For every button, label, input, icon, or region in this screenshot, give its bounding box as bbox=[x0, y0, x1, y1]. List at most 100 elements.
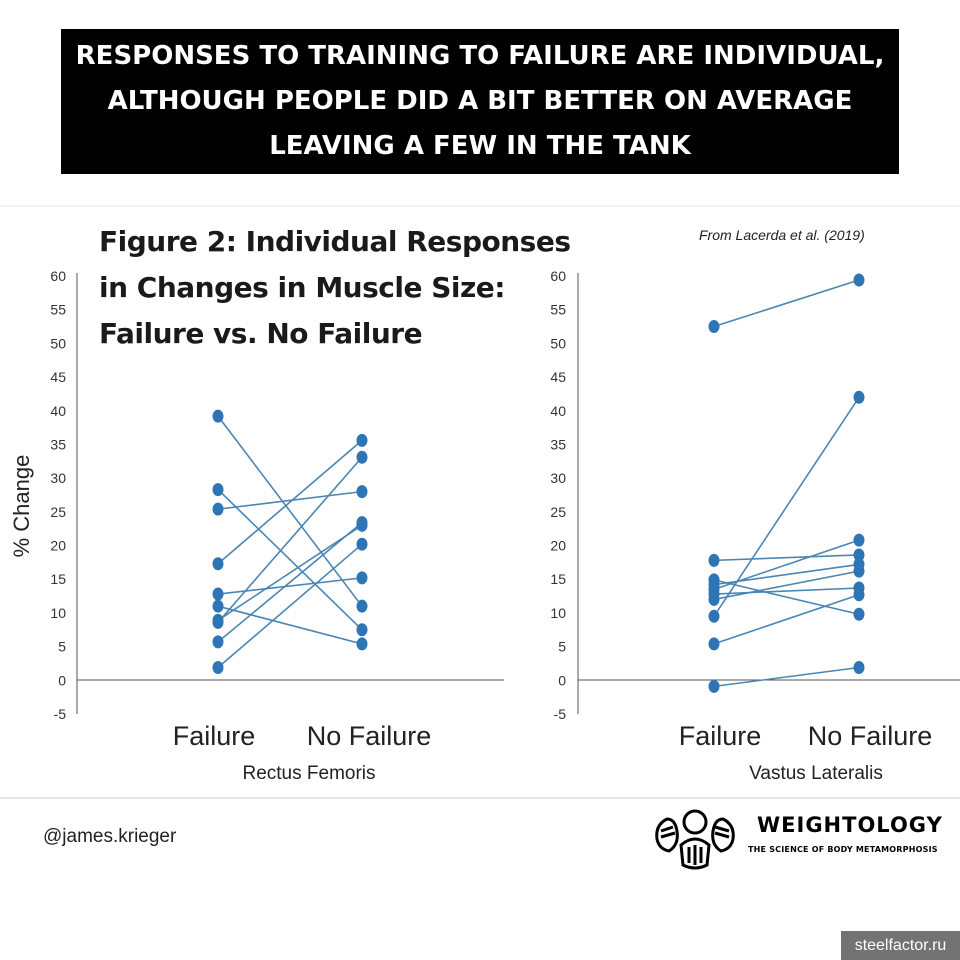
data-point bbox=[356, 518, 368, 532]
watermark: steelfactor.ru bbox=[841, 931, 960, 960]
y-tick-label: 50 bbox=[550, 335, 566, 351]
series-line bbox=[713, 579, 860, 616]
y-tick-label: 20 bbox=[550, 538, 566, 554]
series-points bbox=[212, 409, 368, 675]
series-line bbox=[217, 489, 363, 631]
vastus-lateralis-chart: -5 0 5 10 15 20 25 30 35 40 45 50 55 60 Failure No Fa… bbox=[550, 268, 960, 784]
data-point bbox=[212, 587, 224, 601]
series-lines bbox=[713, 279, 860, 688]
y-tick-label: 50 bbox=[50, 335, 66, 351]
y-tick-label: 30 bbox=[50, 470, 66, 486]
y-tick-label: 5 bbox=[558, 639, 566, 655]
y-tick-label: 15 bbox=[550, 571, 566, 587]
y-tick-label: 30 bbox=[550, 470, 566, 486]
series-line bbox=[713, 279, 860, 328]
logo-tagline: THE SCIENCE OF BODY METAMORPHOSIS bbox=[748, 845, 938, 854]
series-line bbox=[713, 593, 860, 645]
series-line bbox=[217, 605, 363, 645]
y-tick-label: 55 bbox=[550, 302, 566, 318]
y-tick-label: 60 bbox=[50, 268, 66, 284]
data-point bbox=[853, 273, 865, 287]
series-line bbox=[713, 666, 860, 688]
y-tick-label: 0 bbox=[58, 672, 66, 688]
data-point bbox=[853, 564, 865, 578]
data-point bbox=[708, 679, 720, 693]
y-axis-title: % Change bbox=[9, 455, 34, 558]
y-tick-label: -5 bbox=[554, 706, 567, 722]
x-tick-label-failure: Failure bbox=[173, 721, 256, 751]
source-citation: From Lacerda et al. (2019) bbox=[699, 227, 865, 243]
y-tick-label: 40 bbox=[50, 403, 66, 419]
series-points bbox=[708, 273, 865, 693]
x-axis-title: Rectus Femoris bbox=[242, 763, 375, 784]
data-point bbox=[212, 557, 224, 571]
x-tick-label-failure: Failure bbox=[679, 721, 762, 751]
y-tick-label: -5 bbox=[54, 706, 67, 722]
series-line bbox=[217, 490, 363, 510]
author-credit: @james.krieger bbox=[43, 826, 177, 847]
y-tick-label: 20 bbox=[50, 538, 66, 554]
series-line bbox=[713, 587, 860, 595]
data-point bbox=[708, 592, 720, 606]
data-point bbox=[356, 571, 368, 585]
data-point bbox=[853, 390, 865, 404]
y-tick-label: 45 bbox=[50, 369, 66, 385]
series-line bbox=[713, 539, 860, 591]
data-point bbox=[853, 607, 865, 621]
series-line bbox=[217, 522, 363, 643]
data-point bbox=[212, 483, 224, 497]
series-line bbox=[217, 456, 363, 623]
y-tick-label: 60 bbox=[550, 268, 566, 284]
weightology-logo: WEIGHTOLOGY THE SCIENCE OF BODY METAMORP… bbox=[645, 805, 955, 875]
y-tick-labels: -5 0 5 10 15 20 25 30 35 40 45 50 55 60 bbox=[50, 268, 66, 722]
series-line bbox=[217, 415, 363, 607]
rectus-femoris-chart: -5 0 5 10 15 20 25 30 35 40 45 50 55 60 Failure No Fa… bbox=[9, 268, 504, 784]
y-tick-label: 45 bbox=[550, 369, 566, 385]
data-point bbox=[356, 623, 368, 637]
data-point bbox=[708, 637, 720, 651]
y-tick-label: 25 bbox=[550, 504, 566, 520]
x-tick-label-no-failure: No Failure bbox=[307, 721, 432, 751]
y-tick-label: 15 bbox=[50, 571, 66, 587]
x-axis-title: Vastus Lateralis bbox=[749, 763, 883, 784]
data-point bbox=[708, 609, 720, 623]
series-lines bbox=[217, 415, 363, 669]
data-point bbox=[708, 320, 720, 334]
y-tick-label: 25 bbox=[50, 504, 66, 520]
y-tick-label: 35 bbox=[550, 436, 566, 452]
series-line bbox=[713, 554, 860, 562]
data-point bbox=[356, 637, 368, 651]
data-point bbox=[212, 635, 224, 649]
data-point bbox=[356, 599, 368, 613]
y-tick-label: 5 bbox=[58, 639, 66, 655]
data-point bbox=[853, 548, 865, 562]
headline-banner: RESPONSES TO TRAINING TO FAILURE ARE IND… bbox=[61, 29, 899, 174]
data-point bbox=[212, 409, 224, 423]
data-point bbox=[356, 485, 368, 499]
chart-panel bbox=[0, 205, 960, 799]
x-tick-label-no-failure: No Failure bbox=[808, 721, 933, 751]
series-line bbox=[217, 577, 363, 595]
data-point bbox=[212, 599, 224, 613]
data-point bbox=[708, 553, 720, 567]
series-line bbox=[217, 439, 363, 565]
y-tick-label: 0 bbox=[558, 672, 566, 688]
y-tick-label: 55 bbox=[50, 302, 66, 318]
series-line bbox=[217, 543, 363, 669]
series-line bbox=[713, 396, 860, 617]
y-tick-label: 35 bbox=[50, 436, 66, 452]
data-point bbox=[212, 661, 224, 675]
logo-mark-icon bbox=[655, 809, 735, 870]
headline-text: RESPONSES TO TRAINING TO FAILURE ARE IND… bbox=[75, 41, 885, 161]
data-point bbox=[853, 533, 865, 547]
data-point bbox=[853, 661, 865, 675]
figure-title: Figure 2: Individual Responses in Change… bbox=[99, 225, 571, 350]
data-point bbox=[356, 450, 368, 464]
data-point bbox=[356, 433, 368, 447]
data-point bbox=[853, 588, 865, 602]
y-tick-label: 10 bbox=[50, 605, 66, 621]
y-tick-labels: -5 0 5 10 15 20 25 30 35 40 45 50 55 60 bbox=[550, 268, 566, 722]
data-point bbox=[356, 537, 368, 551]
y-tick-label: 10 bbox=[550, 605, 566, 621]
